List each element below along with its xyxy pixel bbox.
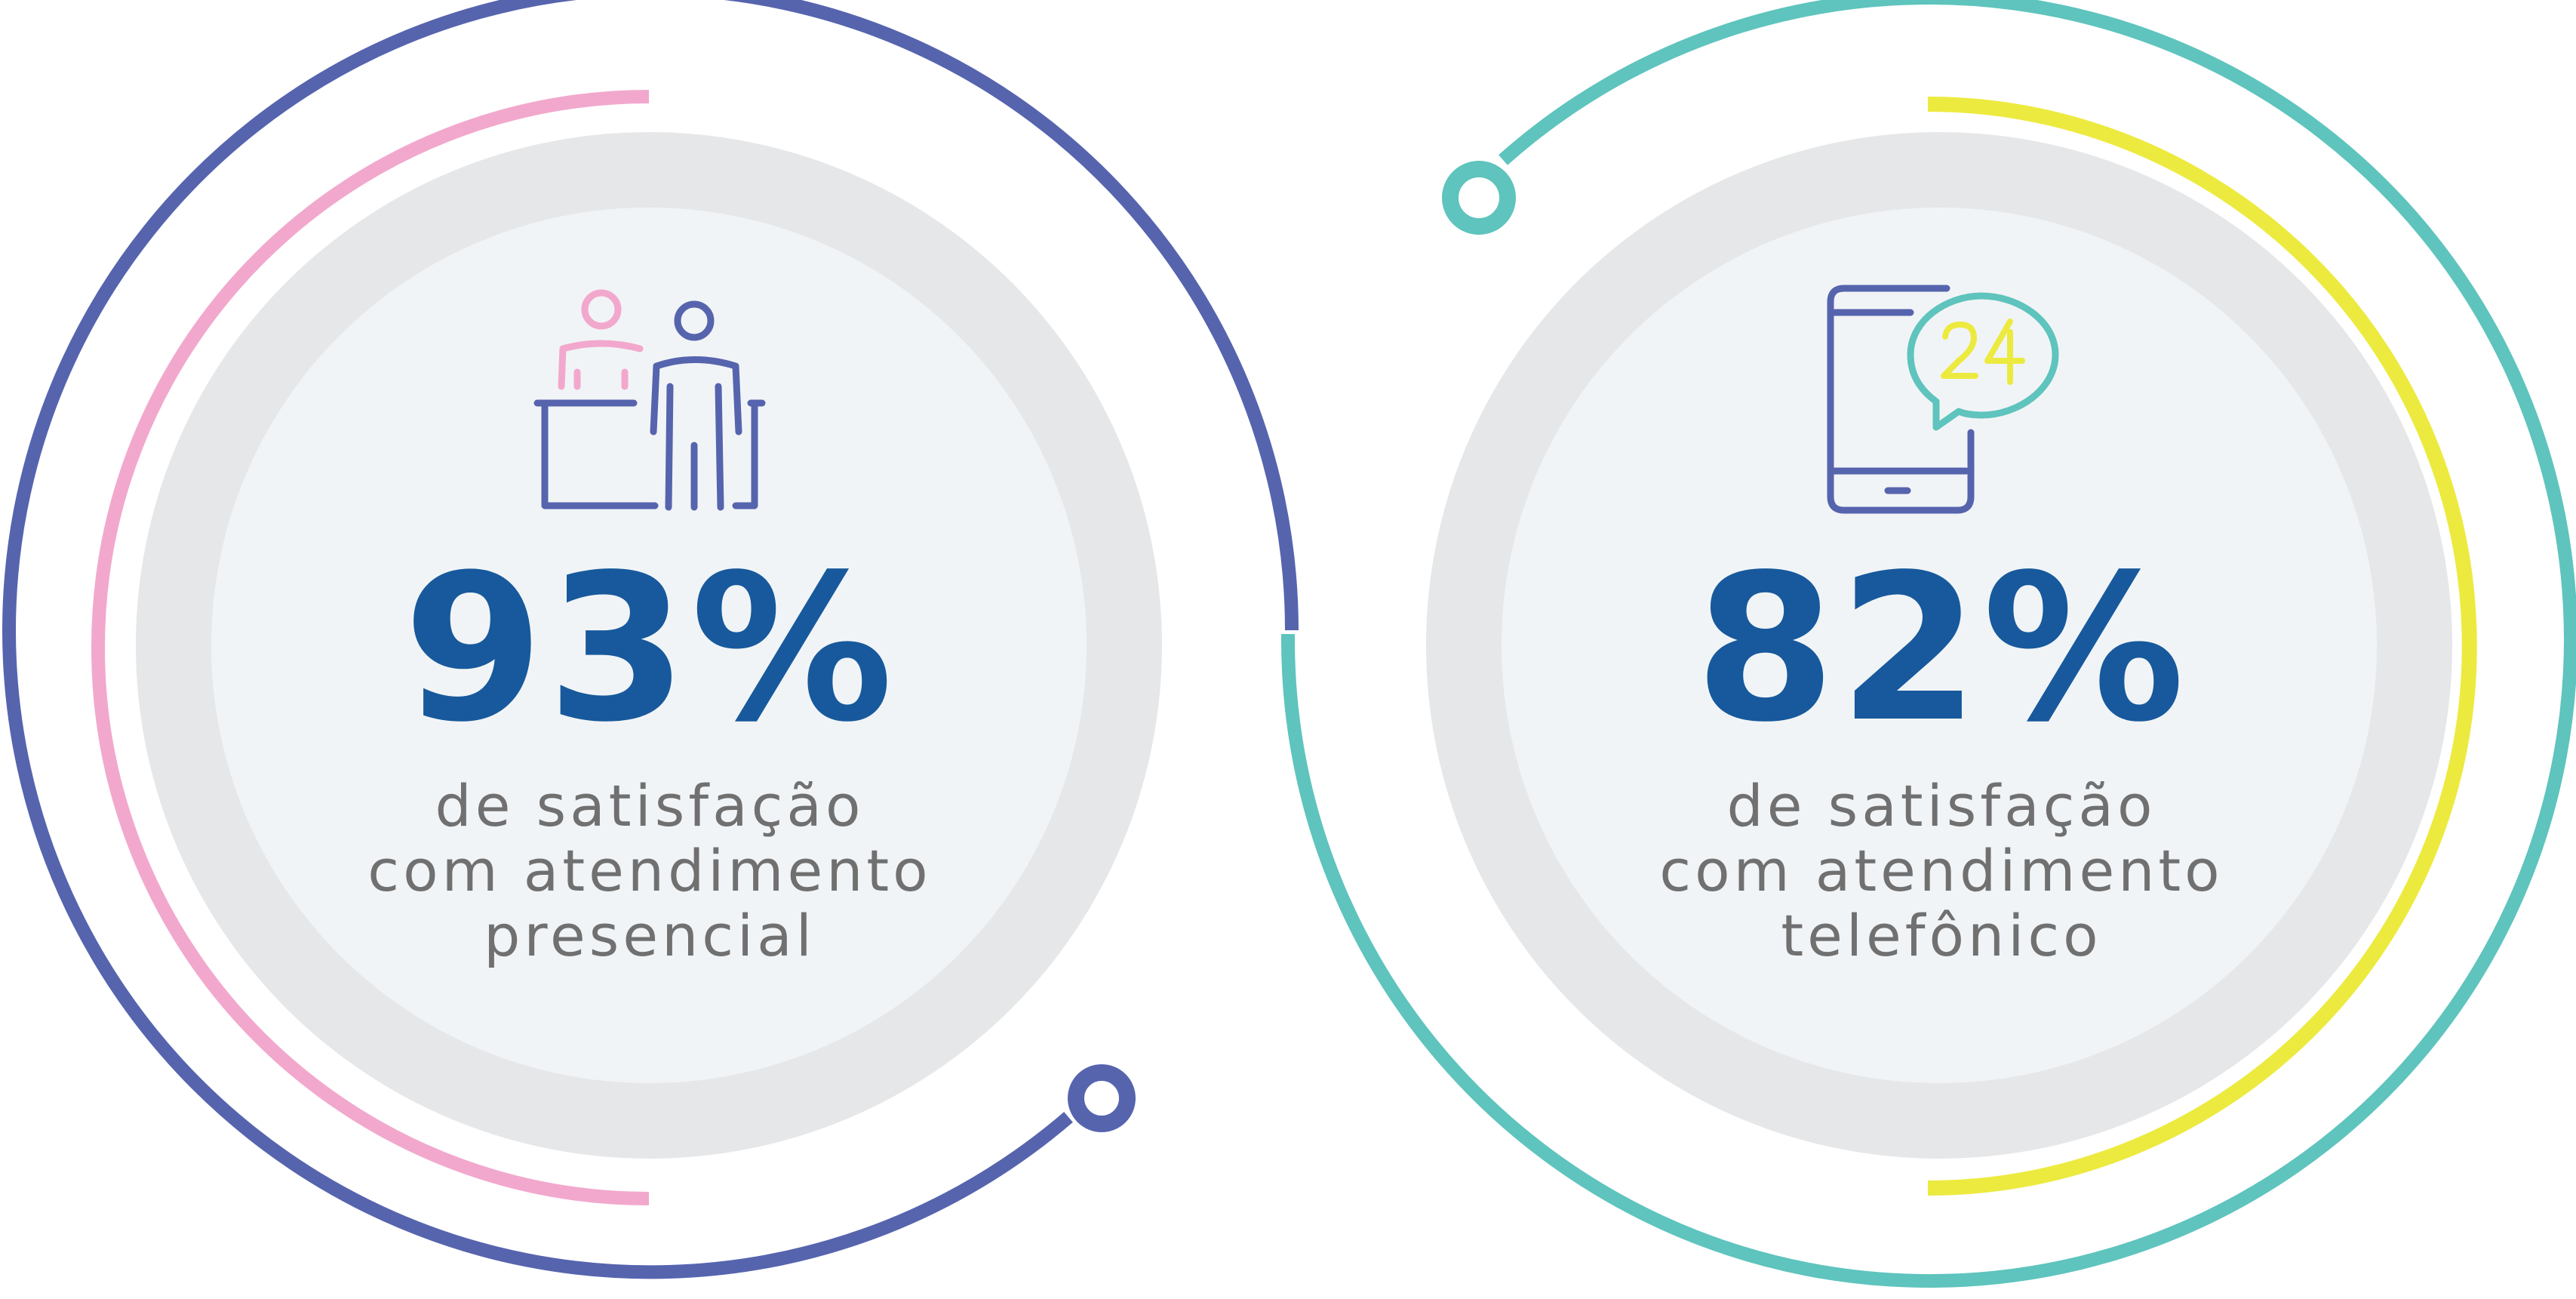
caption-line: com atendimento (367, 837, 932, 904)
right-disc-inner (1502, 208, 2377, 1083)
right-panel (1280, 0, 2576, 1288)
left-disc-inner (211, 208, 1087, 1083)
caption-line: de satisfação (1726, 772, 2156, 839)
caption-line: com atendimento (1659, 837, 2224, 904)
phone-24h-chat-icon (1827, 285, 2059, 514)
right-ring-endpoint-knob (1442, 161, 1516, 235)
left-outer-ring (2, 0, 1299, 1279)
reception-desk-icon (533, 289, 766, 511)
left-panel (2, 0, 1299, 1279)
percent-value: 93% (403, 531, 896, 767)
left-accent-arc (91, 90, 650, 1205)
caption-line: presencial (484, 902, 816, 969)
right-outer-ring (1280, 0, 2576, 1288)
caption-line: telefônico (1781, 902, 2102, 969)
stat-caption: de satisfação com atendimento presencial (235, 774, 1065, 968)
percent-value: 82% (1695, 531, 2188, 767)
stat-telefonico: 82% de satisfação com atendimento telefô… (1526, 547, 2356, 968)
caption-line: de satisfação (435, 772, 865, 839)
stat-caption: de satisfação com atendimento telefônico (1526, 774, 2356, 968)
stat-presencial: 93% de satisfação com atendimento presen… (235, 547, 1065, 968)
left-ring-endpoint-knob (1068, 1064, 1136, 1132)
right-accent-arc (1927, 97, 2477, 1196)
